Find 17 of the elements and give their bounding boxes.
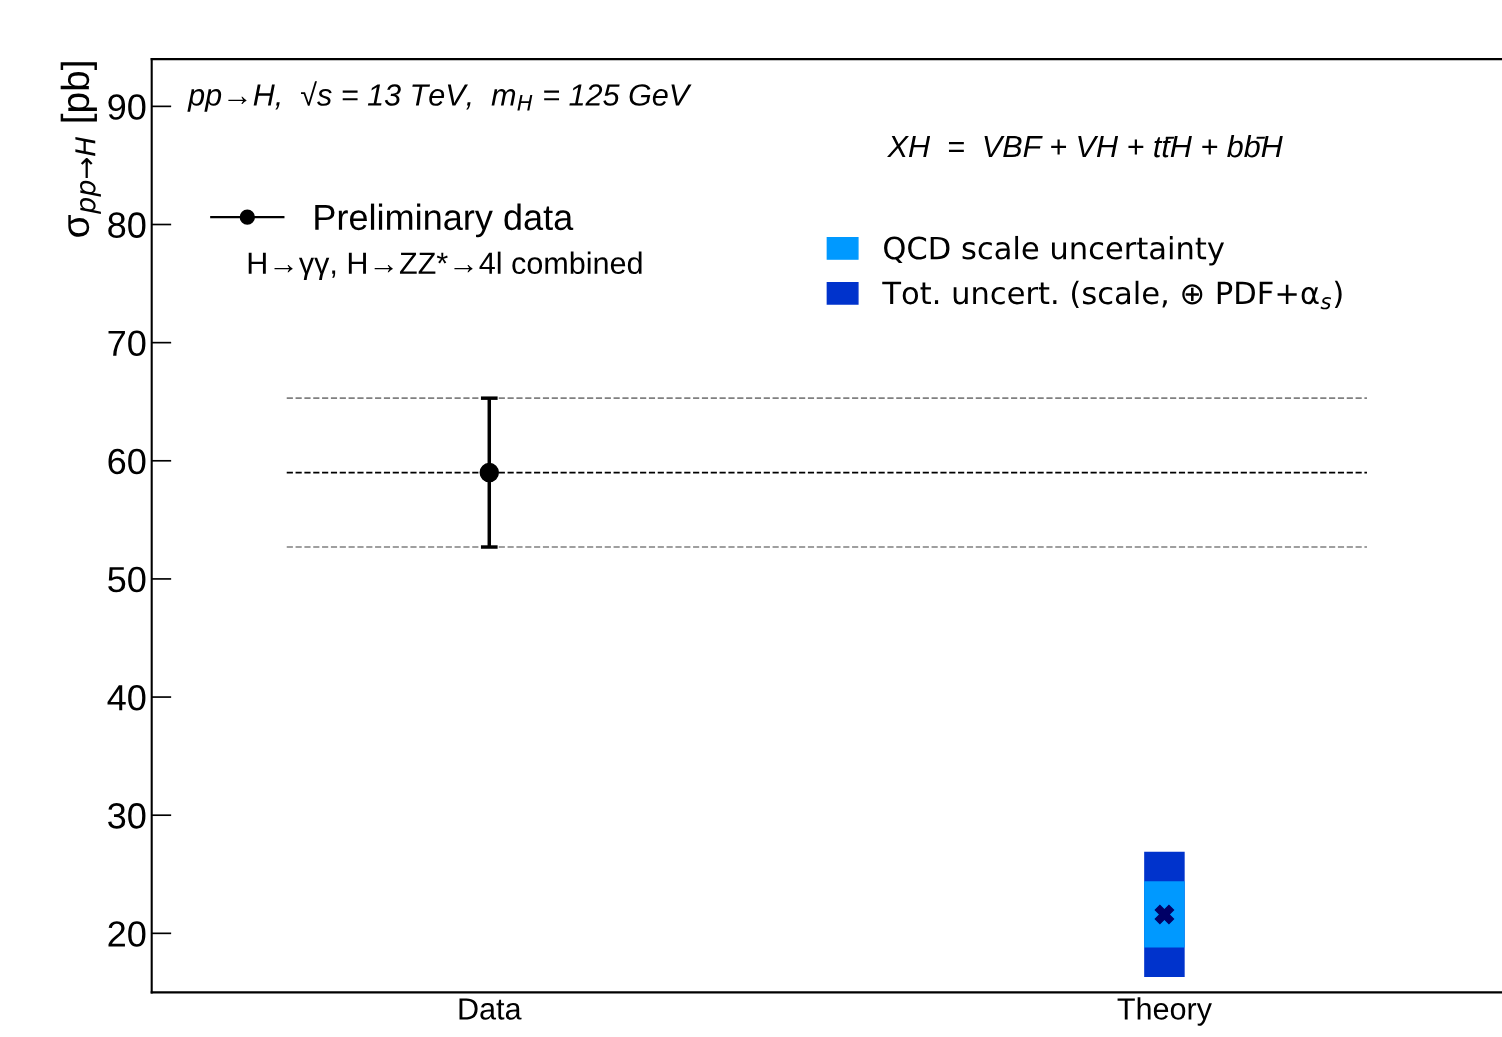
y-tick-label: 70 (108, 330, 146, 357)
legend-label: Preliminary data (315, 203, 574, 238)
y-tick-label: 40 (107, 684, 146, 711)
y-axis-title: σ$_{pp→H}$ [pb] (60, 62, 101, 237)
annotation: pp→H, √s = 13 TeV, m$_{H}$ = 125 GeV (187, 81, 692, 112)
legend-label: Tot. uncert. (scale, ⊕ PDF+α$_{s}$) (882, 280, 1342, 310)
legend-label: QCD scale uncertainty (884, 235, 1225, 266)
x-tick-label: Data (459, 998, 522, 1020)
y-tick-label: 90 (108, 94, 146, 120)
y-tick-label: 80 (108, 212, 146, 238)
y-tick-label: 60 (108, 448, 146, 475)
annotation: H→γγ, H→ZZ*→4l combined (248, 251, 642, 281)
x-tick-label: Theory (1117, 997, 1212, 1026)
y-tick-label: 20 (108, 921, 146, 947)
y-tick-label: 50 (108, 566, 146, 593)
y-tick-label: 30 (108, 803, 146, 829)
annotation: XH = VBF + VH + tt̄H + bb̄H (887, 134, 1283, 158)
